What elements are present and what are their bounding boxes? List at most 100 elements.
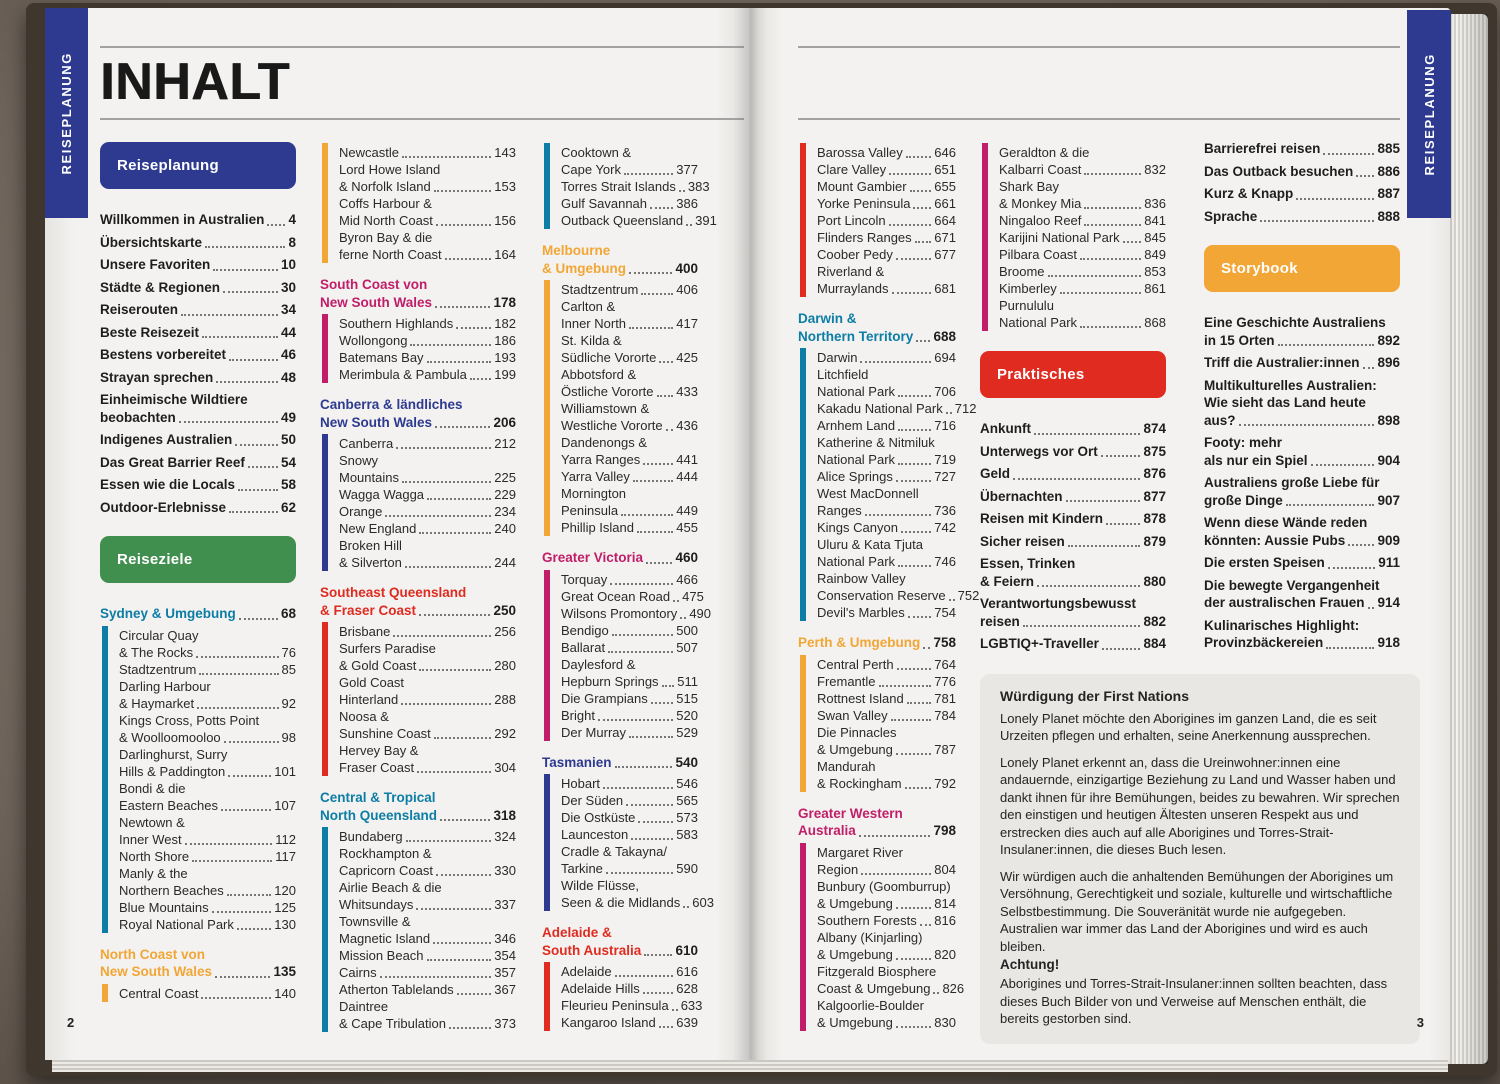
toc-entry-label: Ballarat [561,639,606,655]
toc-entry-page: 719 [934,452,956,467]
dotted-leader [621,514,674,516]
toc-entry-page: 776 [934,673,956,689]
toc-entry-label: Region [817,861,859,877]
toc-entry-page: 868 [1144,315,1166,330]
dotted-leader [895,957,932,960]
toc-entry-page: 784 [934,707,956,723]
folio-left: 2 [67,1015,75,1030]
dotted-leader [379,976,492,978]
toc-entry-label: Verantwortungsbewusst [980,596,1137,611]
toc-entry: Atherton Tablelands 367 [339,981,516,998]
toc-entry-page: 787 [934,741,956,757]
toc-column-5: Geraldton & die Kalbarri Coast 832 Shark Ba… [980,140,1166,658]
toc-entry: Port Lincoln 664 [817,212,956,229]
toc-entry: Bestens vorbereitet 46 [100,346,296,364]
toc-entry-page: 677 [934,247,956,262]
toc-entry-label: Clare Valley [817,162,887,177]
toc-entry: Southern Highlands 182 [339,315,516,332]
toc-entry-page: 781 [934,690,956,706]
toc-entry-label: Orange [339,504,383,519]
toc-entry-label: Adelaide Hills [561,981,640,996]
toc-entry: Unterwegs vor Ort 875 [980,443,1166,461]
toc-entry-page: 193 [494,350,516,365]
toc-entry-page: 212 [494,436,516,451]
toc-entry-label: Einheimische Wildtiere [100,392,248,407]
dotted-leader [1238,424,1375,426]
toc-region: Greater Western Australia 798 Margaret Rive… [798,805,964,1031]
toc-entry-label: der australischen Frauen [1204,595,1365,610]
toc-entry-page: 234 [494,504,516,519]
toc-entry: Noosa & Sunshine Coast 292 [339,708,516,742]
region-heading: Greater Victoria 460 [542,550,698,565]
dotted-leader [1356,175,1375,177]
toc-entry: Stadtzentrum 85 [119,661,296,678]
toc-entry-page: 887 [1377,186,1400,201]
toc-entry-label: Albany (Kinjarling) [817,929,923,945]
toc-entry: Surfers Paradise & Gold Coast 280 [339,640,516,674]
dotted-leader [916,340,931,342]
toc-entry-label: Daylesford & [561,656,636,672]
toc-entry: Übersichtskarte 8 [100,234,296,252]
toc-entry-label: Kings Cross, Potts Point [119,712,260,728]
toc-entry-page: 130 [274,916,296,932]
toc-entry: Circular Quay & The Rocks 76 [119,627,296,661]
toc-entry-label: Barossa Valley [817,145,903,160]
toc-entry-page: 706 [934,384,956,399]
toc-entry: Newcastle 143 [339,144,516,161]
toc-entry-page: 736 [934,503,956,518]
toc-entry: Daylesford & Hepburn Springs 511 [561,656,698,690]
toc-entry: Litchfield National Park 706 [817,366,956,400]
toc-entry-label: Eine Geschichte Australiens [1204,315,1386,330]
toc-entry: Eine Geschichte Australiens in 15 Orten 89… [1204,314,1400,349]
toc-entry-page: 826 [942,980,965,996]
region-sublist: Cooktown & Cape York 377 Torres Strait Isla… [544,143,717,229]
toc-entry-page: 85 [281,661,296,677]
toc-entry-label: Hepburn Springs [561,673,659,689]
toc-entry: West MacDonnell Ranges 736 [817,485,956,519]
toc-entry-label: reisen [980,613,1020,629]
first-nations-paragraph: Wir würdigen auch die anhaltenden Bemühu… [1000,868,1394,954]
toc-entry: Wagga Wagga 229 [339,486,516,503]
toc-entry-label: Unsere Favoriten [100,257,211,272]
dotted-leader [419,532,492,534]
toc-entry: Mandurah & Rockingham 792 [817,758,956,792]
dotted-leader [1101,647,1141,650]
toc-entry: Die Grampians 515 [561,690,698,707]
toc-entry-page: 240 [494,521,516,536]
toc-entry-label: Yorke Peninsula [817,196,911,211]
toc-entry: Städte & Regionen 30 [100,279,296,297]
toc-entry: Der Murray 529 [561,724,698,741]
dotted-leader [858,834,931,837]
divider-rule [100,118,744,120]
dotted-leader [229,511,278,513]
toc-entry-label: Bunbury (Goomburrup) [817,878,951,894]
dotted-leader [631,838,674,840]
toc-entry-label: Cradle & Takayna/ [561,844,667,859]
toc-entry-label: Southern Forests [817,912,917,928]
toc-entry: Uluru & Kata Tjuta National Park 746 [817,536,956,570]
toc-entry-page: 229 [494,487,516,502]
toc-entry: Townsville & Magnetic Island 346 [339,913,516,947]
toc-entry: Southern Forests 816 [817,912,956,929]
toc-entry: Kings Canyon 742 [817,519,956,536]
toc-entry: Übernachten 877 [980,488,1166,506]
toc-entry-label: Peninsula [561,503,619,518]
dotted-leader [610,582,674,585]
toc-entry-page: 330 [494,863,516,878]
toc-entry-page: 153 [494,179,516,194]
toc-entry: Beste Reisezeit 44 [100,324,296,342]
toc-entry: Barossa Valley 646 [817,144,956,161]
dotted-leader [238,617,278,620]
toc-entry-label: Daintree [339,999,389,1014]
toc-entry: Rockhampton & Capricorn Coast 330 [339,845,516,879]
toc-entry: Dandenongs & Yarra Ranges 441 [561,434,698,468]
dotted-leader [1296,197,1375,200]
dotted-leader [1084,224,1142,226]
dotted-leader [900,531,932,533]
dotted-leader [614,766,673,768]
toc-entry-label: Purnululu [999,298,1054,313]
toc-entry: Australiens große Liebe für große Dinge 90… [1204,474,1400,509]
toc-entry-label: National Park [817,452,896,467]
toc-entry-page: 830 [934,1014,956,1030]
toc-entry: Byron Bay & die ferne North Coast 164 [339,229,516,263]
